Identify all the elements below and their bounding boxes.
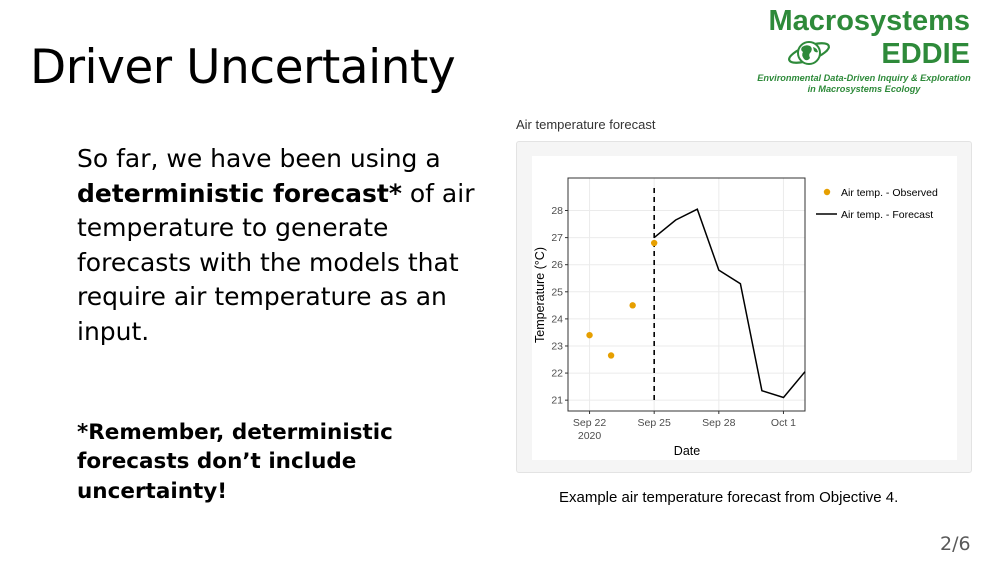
x-axis-label: Date bbox=[674, 444, 700, 458]
body-paragraph: So far, we have been using a determinist… bbox=[77, 142, 477, 349]
legend-forecast-label: Air temp. - Forecast bbox=[841, 209, 933, 221]
y-tick-label: 25 bbox=[551, 286, 563, 298]
page-number: 2/6 bbox=[940, 533, 971, 555]
plot-frame bbox=[567, 177, 806, 412]
macrosystems-eddie-logo: Macrosystems EDDIE Environmental Data-Dr… bbox=[748, 5, 980, 95]
y-tick-label: 26 bbox=[551, 259, 563, 271]
legend-observed-label: Air temp. - Observed bbox=[841, 187, 938, 199]
body-text-start: So far, we have been using a bbox=[77, 144, 441, 173]
chart-legend: Air temp. - Observed Air temp. - Forecas… bbox=[816, 187, 938, 221]
x-tick-label: Sep 28 bbox=[702, 417, 735, 429]
observed-point bbox=[607, 352, 615, 359]
logo-tagline-1: Environmental Data-Driven Inquiry & Expl… bbox=[757, 73, 971, 83]
legend-observed-marker bbox=[823, 188, 831, 196]
logo-line2: EDDIE bbox=[881, 38, 970, 70]
x-tick-label: Oct 1 bbox=[771, 417, 796, 429]
logo-tagline-2: in Macrosystems Ecology bbox=[807, 84, 921, 94]
observed-series-points bbox=[586, 239, 658, 359]
body-text-end: of air temperature to generate forecasts… bbox=[77, 178, 475, 346]
slide-title: Driver Uncertainty bbox=[30, 40, 456, 95]
y-tick-label: 27 bbox=[551, 232, 563, 244]
y-axis-ticks: 21 22 23 24 25 26 27 28 bbox=[551, 205, 568, 407]
chart-caption: Example air temperature forecast from Ob… bbox=[559, 489, 899, 506]
logo-line1: Macrosystems bbox=[768, 5, 971, 37]
y-tick-label: 22 bbox=[551, 368, 563, 380]
y-tick-label: 24 bbox=[551, 313, 563, 325]
y-tick-label: 28 bbox=[551, 205, 563, 217]
observed-point bbox=[586, 331, 593, 339]
x-tick-sublabel: 2020 bbox=[578, 430, 602, 442]
y-tick-label: 23 bbox=[551, 340, 563, 352]
x-tick-label: Sep 22 bbox=[573, 417, 606, 429]
observed-point bbox=[629, 302, 636, 309]
forecast-series-line bbox=[653, 208, 806, 399]
y-tick-label: 21 bbox=[551, 395, 563, 407]
observed-point bbox=[650, 239, 658, 247]
uncertainty-note: *Remember, deterministic forecasts don’t… bbox=[77, 420, 393, 504]
x-tick-label: Sep 25 bbox=[638, 417, 671, 429]
chart-heading: Air temperature forecast bbox=[516, 117, 656, 132]
globe-icon bbox=[788, 41, 830, 65]
y-axis-label: Temperature (°C) bbox=[533, 247, 547, 343]
body-text-bold: deterministic forecast* bbox=[77, 178, 402, 208]
